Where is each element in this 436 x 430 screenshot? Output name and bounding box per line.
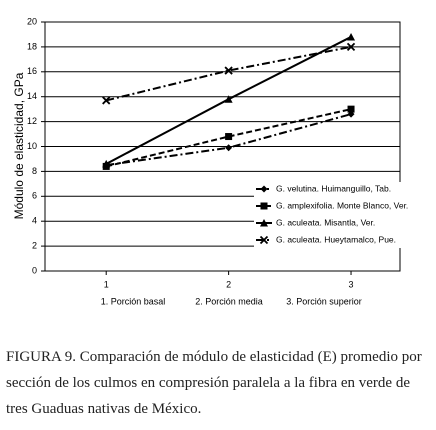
- x-tick-label: 3: [349, 279, 354, 289]
- y-tick-label: 12: [27, 116, 37, 126]
- data-point: [346, 42, 356, 52]
- series-line: [105, 45, 352, 102]
- data-point: [347, 105, 355, 113]
- x-category-label: 1. Porción basal: [101, 296, 166, 306]
- plot-frame: [44, 21, 401, 272]
- data-point: [224, 66, 233, 75]
- data-point: [102, 159, 111, 168]
- y-axis-label: Módulo de elasticidad, GPa: [12, 72, 26, 219]
- data-point: [347, 32, 356, 41]
- x-tick-label: 2: [226, 279, 231, 289]
- legend-marker: [260, 219, 268, 227]
- y-tick-label: 8: [32, 166, 37, 176]
- legend-label: G. amplexifolia. Monte Blanco, Ver.: [276, 200, 408, 210]
- y-tick-label: 6: [32, 191, 37, 201]
- legend-marker: [260, 202, 268, 210]
- data-point: [225, 144, 233, 152]
- x-category-label: 3. Porción superior: [286, 296, 362, 306]
- data-point: [102, 96, 111, 105]
- legend-label: G. velutina. Huimanguillo, Tab.: [276, 183, 391, 193]
- y-tick-label: 2: [32, 240, 37, 250]
- caption: FIGURA 9. Comparación de módulo de elast…: [6, 349, 422, 417]
- y-tick-label: 16: [27, 66, 37, 76]
- chart: Módulo de elasticidad, GPa 0246810121416…: [12, 16, 408, 306]
- y-tick-label: 18: [27, 41, 37, 51]
- y-tick-label: 14: [27, 91, 37, 101]
- x-category-label: 2. Porción media: [195, 296, 263, 306]
- data-point: [224, 95, 233, 103]
- y-tick-label: 0: [32, 265, 37, 275]
- y-tick-label: 10: [27, 141, 37, 151]
- legend-label: G. aculeata. Hueytamalco, Pue.: [276, 234, 396, 244]
- data-point: [225, 133, 233, 141]
- x-tick-label: 1: [104, 279, 109, 289]
- legend-marker: [260, 185, 268, 193]
- legend-label: G. aculeata. Misantla, Ver.: [276, 217, 375, 227]
- legend-box: [254, 182, 406, 248]
- legend-marker: [259, 235, 269, 245]
- y-tick-label: 4: [32, 216, 37, 226]
- y-tick-label: 20: [27, 16, 37, 26]
